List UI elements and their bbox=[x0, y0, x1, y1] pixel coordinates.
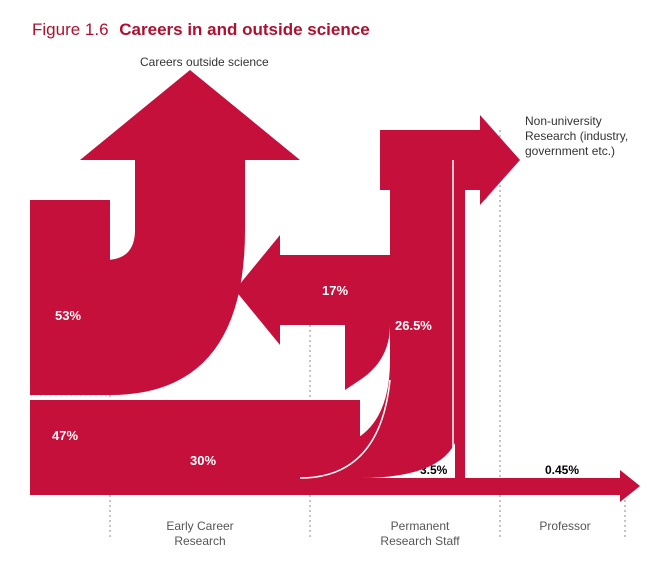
pct-perm-back: 17% bbox=[322, 283, 348, 298]
pct-entry-outside: 53% bbox=[55, 308, 81, 323]
stage-prof-1: Professor bbox=[539, 519, 590, 533]
pct-professor: 0.45% bbox=[545, 463, 579, 477]
flow-entry-left-fill bbox=[30, 200, 110, 270]
sankey-svg: 53% 47% 30% 3.5% 0.45% 26.5% bbox=[0, 0, 650, 588]
label-nonuniv-2: Research (industry, bbox=[525, 129, 628, 143]
stage-perm-2: Research Staff bbox=[380, 534, 460, 548]
label-nonuniv-1: Non-university bbox=[525, 114, 602, 128]
label-outside-science: Careers outside science bbox=[140, 55, 269, 69]
pct-early-outside2: 26.5% bbox=[395, 318, 432, 333]
flow-perm-back bbox=[235, 235, 390, 390]
figure-container: Figure 1.6 Careers in and outside scienc… bbox=[0, 0, 650, 588]
pct-early-to-perm: 30% bbox=[190, 453, 216, 468]
stage-early-2: Research bbox=[174, 534, 225, 548]
stage-perm-1: Permanent bbox=[391, 519, 450, 533]
label-nonuniv-3: government etc.) bbox=[525, 144, 615, 158]
pct-entry-early: 47% bbox=[52, 428, 78, 443]
stage-early-1: Early Career bbox=[166, 519, 233, 533]
